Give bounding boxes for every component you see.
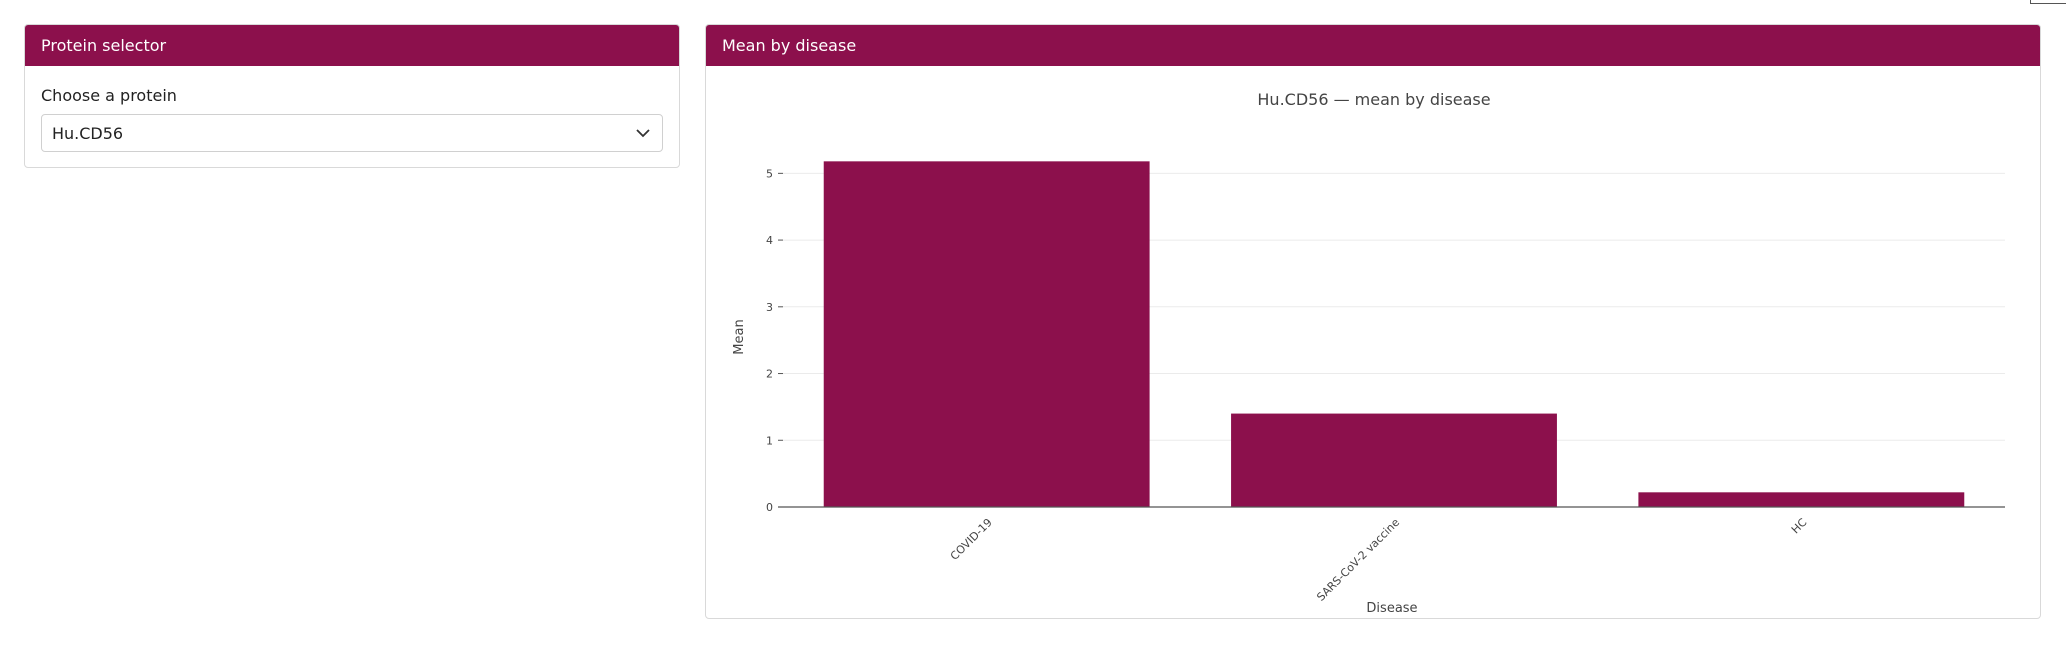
protein-select[interactable]: Hu.CD56: [41, 114, 663, 152]
bars: [823, 161, 1965, 507]
x-axis-label: Disease: [1366, 601, 1417, 616]
choose-protein-label: Choose a protein: [41, 86, 177, 105]
y-axis-label: Mean: [732, 319, 747, 354]
bar-hc: [1638, 492, 1965, 507]
y-tick-label: 3: [766, 301, 773, 314]
y-tick-label: 1: [766, 434, 773, 447]
protein-selector-card: Protein selector Choose a protein Hu.CD5…: [24, 24, 680, 168]
protein-select-value: Hu.CD56: [52, 123, 124, 143]
bar-chart: Hu.CD56 — mean by disease 0 1 2 3 4 5 COVID-19…: [732, 90, 2005, 616]
x-tick-label: HC: [1789, 516, 1810, 537]
y-tick-label: 5: [766, 167, 773, 180]
mean-by-disease-title: Mean by disease: [722, 36, 857, 55]
bar-covid-19: [823, 161, 1150, 507]
protein-selector-header: Protein selector: [25, 25, 679, 66]
x-tick-label: COVID-19: [948, 516, 995, 563]
y-tick-label: 0: [766, 501, 773, 514]
window-corner-mark: [2030, 0, 2066, 4]
mean-by-disease-header: Mean by disease: [706, 25, 2040, 66]
y-tick-label: 4: [766, 234, 773, 247]
x-tick-label: SARS-CoV-2 vaccine: [1314, 516, 1402, 604]
y-tick-label: 2: [766, 368, 773, 381]
protein-selector-title: Protein selector: [41, 36, 167, 55]
chevron-down-icon: [636, 128, 650, 138]
chart-title: Hu.CD56 — mean by disease: [1257, 90, 1490, 109]
mean-by-disease-card: Mean by disease Hu.CD56 — mean by diseas…: [705, 24, 2041, 619]
bar-sars-cov-2-vaccine: [1231, 413, 1557, 507]
